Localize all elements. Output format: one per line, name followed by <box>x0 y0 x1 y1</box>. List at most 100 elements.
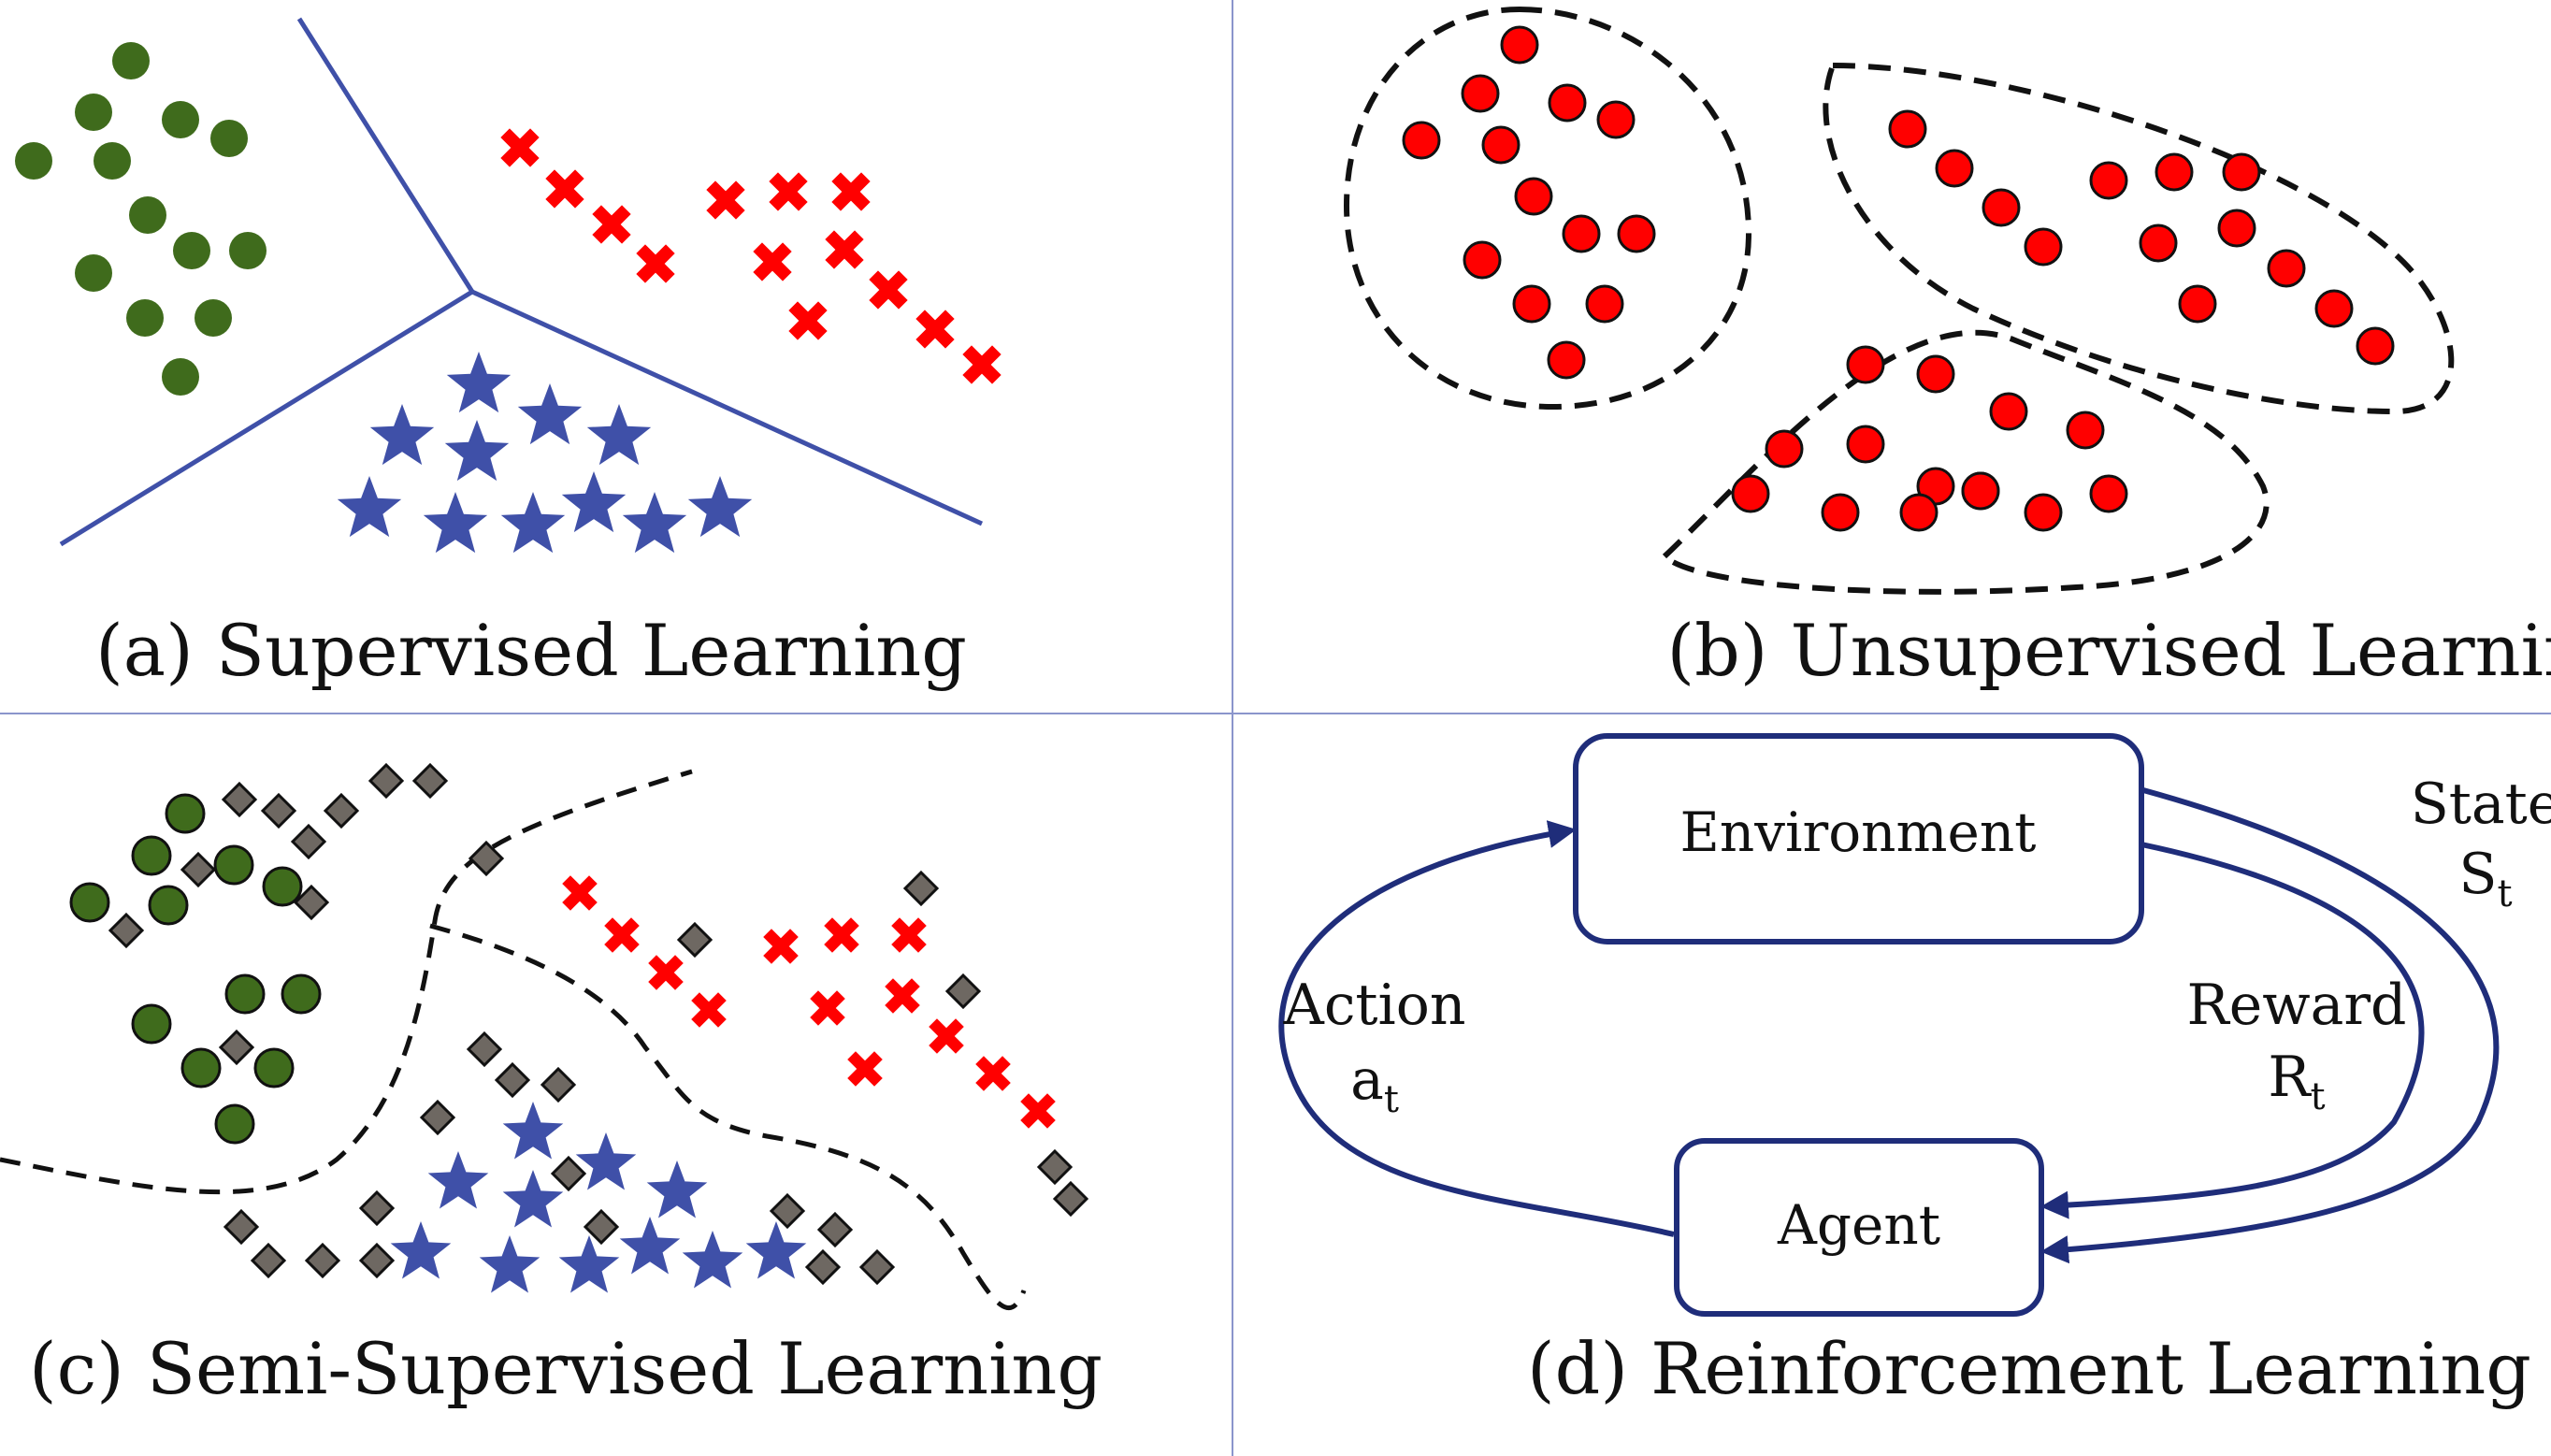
diamond-mark <box>290 823 327 860</box>
cross-mark <box>824 917 859 953</box>
green-circle-mark <box>165 793 206 834</box>
state-arrow <box>2040 787 2500 1264</box>
green-circle-mark <box>281 973 322 1015</box>
star-mark <box>586 404 652 466</box>
action-symbol: at <box>1350 1047 1399 1121</box>
cluster-point-circle <box>1514 177 1553 216</box>
green-circle-mark <box>173 232 210 269</box>
cluster-point-circle <box>2024 227 2063 267</box>
green-circle-mark <box>253 1047 295 1088</box>
cluster-point-circle <box>1899 493 1938 532</box>
cluster-point-circle <box>1617 214 1656 253</box>
diamond-mark <box>411 762 449 800</box>
green-circle-mark <box>131 1003 172 1045</box>
cluster-point-circle <box>1500 25 1539 65</box>
cross-mark <box>962 345 1002 384</box>
diamond-mark <box>304 1242 341 1279</box>
diamond-mark <box>494 1061 531 1099</box>
diamond-mark <box>1052 1180 1089 1218</box>
action-label: Action <box>1283 973 1466 1038</box>
cross-mark <box>831 172 871 211</box>
cross-mark <box>691 992 727 1028</box>
green-circle-mark <box>162 358 199 396</box>
cross-mark <box>648 955 684 990</box>
cross-mark <box>1020 1093 1056 1129</box>
star-mark <box>390 1221 452 1279</box>
caption-semi-supervised: (c) Semi-Supervised Learning <box>29 1327 1103 1410</box>
green-class-points <box>15 42 267 396</box>
star-mark <box>622 492 687 554</box>
cross-stroke <box>831 172 871 211</box>
cross-stroke <box>929 1018 964 1054</box>
reward-label: Reward <box>2187 973 2407 1038</box>
cluster-point-circle <box>1935 149 1974 188</box>
dashed-boundaries <box>0 769 1027 1310</box>
star-mark <box>446 352 512 413</box>
caption-supervised: (a) Supervised Learning <box>95 609 967 692</box>
star-mark <box>444 420 510 482</box>
diamond-mark <box>676 921 713 959</box>
cross-mark <box>929 1018 964 1054</box>
agent-label: Agent <box>1777 1193 1940 1257</box>
cluster-outline-left <box>1343 6 1752 411</box>
cross-stroke <box>500 128 540 167</box>
environment-label: Environment <box>1680 800 2037 864</box>
green-circle-mark <box>148 885 189 926</box>
green-circle-mark <box>213 844 254 886</box>
diamond-mark <box>358 1242 396 1279</box>
diamond-mark <box>250 1242 287 1279</box>
cluster-outline-bottom <box>1660 329 2270 595</box>
caption-unsupervised: (b) Unsupervised Learning <box>1667 609 2551 692</box>
cross-mark <box>788 301 828 340</box>
star-mark <box>687 476 753 538</box>
green-circle-mark <box>75 254 112 292</box>
cross-stroke <box>753 242 792 281</box>
diamond-mark <box>944 973 982 1010</box>
star-mark <box>646 1160 708 1218</box>
cross-mark <box>636 244 675 283</box>
agent-box <box>1674 1138 2044 1317</box>
green-circle-mark <box>75 94 112 131</box>
cross-stroke <box>824 917 859 953</box>
diamond-mark <box>323 792 360 829</box>
green-labeled-points <box>69 793 322 1145</box>
star-mark <box>619 1217 681 1275</box>
cross-stroke <box>763 929 799 964</box>
diamond-mark <box>816 1211 854 1248</box>
cluster-point-circle <box>1821 493 1860 532</box>
cluster-point-circle <box>2066 411 2105 450</box>
panel-supervised: (a) Supervised Learning <box>15 17 1002 692</box>
red-labeled-points <box>562 875 1056 1129</box>
cross-mark <box>891 917 927 953</box>
cluster-outlines <box>1343 6 2455 595</box>
diamond-mark <box>293 884 330 921</box>
cross-mark <box>706 180 745 220</box>
cluster-point-circle <box>1846 345 1885 384</box>
cross-mark <box>885 978 920 1014</box>
cross-stroke <box>891 917 927 953</box>
diamond-mark <box>368 762 405 800</box>
cross-stroke <box>691 992 727 1028</box>
panel-reinforcement: Environment Agent Action at Reward Rt St… <box>1278 733 2551 1410</box>
cluster-point-circle <box>1548 83 1587 123</box>
green-circle-mark <box>15 142 52 180</box>
star-mark <box>558 1235 620 1293</box>
cluster-point-circle <box>1888 109 1927 149</box>
cross-stroke <box>810 990 845 1026</box>
cross-stroke <box>592 205 631 244</box>
green-circle-mark <box>224 973 266 1015</box>
diamond-mark <box>804 1248 842 1286</box>
cross-stroke <box>825 230 864 269</box>
cluster-point-circle <box>2356 326 2395 366</box>
cross-mark <box>869 270 908 310</box>
cluster-outline-right <box>1823 62 2455 415</box>
diamond-mark <box>466 1031 503 1068</box>
cross-stroke <box>962 345 1002 384</box>
diamond-mark <box>221 781 258 818</box>
cross-stroke <box>706 180 745 220</box>
cluster-point-circle <box>2217 209 2256 248</box>
diamond-mark <box>218 1029 255 1066</box>
green-circle-mark <box>162 101 199 138</box>
star-mark <box>423 492 488 554</box>
blue-labeled-points <box>390 1102 807 1293</box>
